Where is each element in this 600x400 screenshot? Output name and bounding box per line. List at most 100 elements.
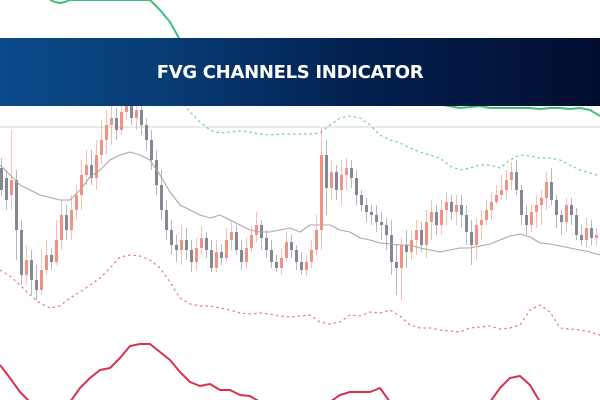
candle bbox=[220, 244, 223, 265]
candle bbox=[405, 230, 408, 268]
candle bbox=[470, 220, 473, 265]
candlesticks bbox=[0, 96, 598, 300]
candle bbox=[520, 185, 523, 225]
candle bbox=[35, 265, 38, 300]
candle bbox=[460, 195, 463, 228]
candle bbox=[235, 225, 238, 255]
candle bbox=[290, 235, 293, 258]
candle bbox=[360, 190, 363, 212]
indicator-lines-foreground bbox=[0, 151, 600, 256]
candle bbox=[200, 226, 203, 255]
candle bbox=[80, 160, 83, 210]
candle bbox=[170, 220, 173, 255]
candle bbox=[585, 218, 588, 248]
candle bbox=[100, 120, 103, 165]
candle bbox=[580, 225, 583, 245]
candle bbox=[575, 208, 578, 240]
candle bbox=[420, 222, 423, 252]
candle bbox=[210, 240, 213, 272]
candle bbox=[330, 160, 333, 200]
lower-band-line bbox=[0, 254, 600, 336]
candle bbox=[115, 108, 118, 140]
candle bbox=[45, 240, 48, 275]
candle bbox=[325, 140, 328, 215]
candle bbox=[540, 190, 543, 225]
candle bbox=[385, 218, 388, 250]
candle bbox=[530, 205, 533, 232]
candle bbox=[390, 220, 393, 275]
candle bbox=[280, 248, 283, 275]
candle bbox=[440, 200, 443, 235]
upper-channel-line bbox=[49, 0, 600, 117]
candle bbox=[195, 238, 198, 270]
candle bbox=[105, 110, 108, 155]
candle bbox=[95, 140, 98, 190]
candle bbox=[25, 245, 28, 285]
candle bbox=[190, 240, 193, 272]
candle bbox=[445, 192, 448, 225]
candle bbox=[150, 130, 153, 170]
candle bbox=[415, 220, 418, 255]
candle bbox=[570, 198, 573, 225]
candle bbox=[255, 212, 258, 242]
candle bbox=[395, 245, 398, 295]
candle bbox=[5, 170, 8, 210]
candle bbox=[475, 218, 478, 260]
candle bbox=[175, 235, 178, 262]
candle bbox=[185, 228, 188, 260]
candle bbox=[555, 195, 558, 228]
candle bbox=[20, 220, 23, 285]
candle bbox=[565, 198, 568, 232]
candle bbox=[380, 212, 383, 240]
candle bbox=[215, 240, 218, 272]
candle bbox=[320, 128, 323, 250]
candle bbox=[335, 165, 338, 200]
candle bbox=[450, 195, 453, 220]
candle bbox=[560, 210, 563, 235]
candle bbox=[375, 205, 378, 232]
candle bbox=[490, 192, 493, 220]
candle bbox=[165, 200, 168, 240]
candle bbox=[30, 250, 33, 295]
candle bbox=[345, 158, 348, 190]
candle bbox=[505, 170, 508, 200]
candle bbox=[295, 245, 298, 270]
candle bbox=[245, 238, 248, 268]
candle bbox=[225, 228, 228, 262]
candle bbox=[300, 252, 303, 275]
candle bbox=[50, 248, 53, 270]
candle bbox=[550, 168, 553, 205]
candle bbox=[110, 105, 113, 145]
candle bbox=[495, 185, 498, 205]
candle bbox=[310, 240, 313, 268]
candle bbox=[545, 172, 548, 210]
candle bbox=[480, 210, 483, 240]
candle bbox=[230, 222, 233, 250]
candle bbox=[55, 220, 58, 265]
candle bbox=[40, 250, 43, 295]
midline-line bbox=[0, 151, 600, 256]
candle bbox=[180, 225, 183, 265]
candle bbox=[60, 200, 63, 250]
title-banner: FVG CHANNELS INDICATOR bbox=[0, 38, 600, 106]
candle bbox=[430, 200, 433, 240]
candle bbox=[205, 232, 208, 258]
banner-title: FVG CHANNELS INDICATOR bbox=[156, 61, 424, 83]
candle bbox=[515, 160, 518, 195]
candle bbox=[70, 195, 73, 240]
candle bbox=[0, 158, 3, 196]
candle bbox=[425, 210, 428, 258]
candle bbox=[510, 162, 513, 190]
candle bbox=[275, 255, 278, 272]
candle bbox=[265, 230, 268, 258]
candle bbox=[535, 195, 538, 228]
candle bbox=[435, 205, 438, 235]
candle bbox=[155, 150, 158, 195]
lower-channel-line bbox=[0, 343, 540, 400]
upper-band-line bbox=[179, 99, 600, 177]
candle bbox=[285, 232, 288, 262]
candle bbox=[145, 118, 148, 150]
candle bbox=[400, 238, 403, 300]
